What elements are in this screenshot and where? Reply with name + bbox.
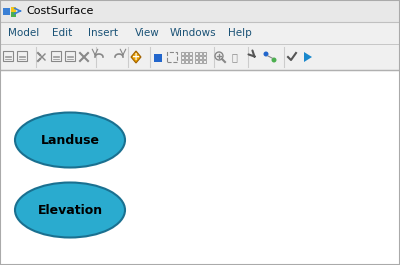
Bar bbox=[194, 60, 198, 63]
Text: Insert: Insert bbox=[88, 28, 118, 38]
Bar bbox=[188, 55, 192, 59]
Text: View: View bbox=[135, 28, 160, 38]
Bar bbox=[194, 51, 198, 55]
Bar bbox=[11, 7, 16, 12]
Bar bbox=[202, 60, 206, 63]
Bar bbox=[202, 55, 206, 59]
Polygon shape bbox=[131, 51, 141, 63]
Polygon shape bbox=[304, 52, 312, 62]
Text: CostSurface: CostSurface bbox=[26, 6, 93, 16]
Bar bbox=[0, 70, 400, 265]
Bar bbox=[188, 60, 192, 63]
Bar bbox=[3, 8, 10, 15]
Text: Help: Help bbox=[228, 28, 252, 38]
Bar bbox=[17, 51, 27, 61]
Bar bbox=[154, 54, 158, 58]
Bar bbox=[198, 60, 202, 63]
Bar bbox=[51, 51, 61, 61]
Circle shape bbox=[264, 51, 268, 56]
Bar bbox=[180, 60, 184, 63]
Bar bbox=[154, 58, 158, 61]
Bar bbox=[194, 55, 198, 59]
Text: Edit: Edit bbox=[52, 28, 72, 38]
Bar bbox=[184, 60, 188, 63]
Bar bbox=[198, 51, 202, 55]
Text: Model: Model bbox=[8, 28, 39, 38]
Bar bbox=[184, 51, 188, 55]
Bar bbox=[167, 52, 177, 62]
Ellipse shape bbox=[15, 113, 125, 167]
Bar bbox=[0, 0, 400, 22]
Bar bbox=[158, 58, 162, 61]
Bar bbox=[11, 12, 16, 17]
Text: Windows: Windows bbox=[170, 28, 217, 38]
Bar bbox=[65, 51, 75, 61]
Circle shape bbox=[272, 58, 276, 63]
Text: Elevation: Elevation bbox=[38, 204, 102, 217]
Text: ✋: ✋ bbox=[231, 52, 237, 62]
Bar bbox=[0, 22, 400, 44]
Bar bbox=[3, 51, 13, 61]
Bar bbox=[158, 54, 162, 58]
Bar bbox=[188, 51, 192, 55]
Ellipse shape bbox=[15, 183, 125, 237]
Bar bbox=[184, 55, 188, 59]
Bar bbox=[180, 55, 184, 59]
Bar bbox=[0, 44, 400, 70]
Bar bbox=[202, 51, 206, 55]
Text: Landuse: Landuse bbox=[40, 134, 100, 147]
Bar bbox=[180, 51, 184, 55]
Bar bbox=[198, 55, 202, 59]
Text: +: + bbox=[132, 52, 140, 62]
